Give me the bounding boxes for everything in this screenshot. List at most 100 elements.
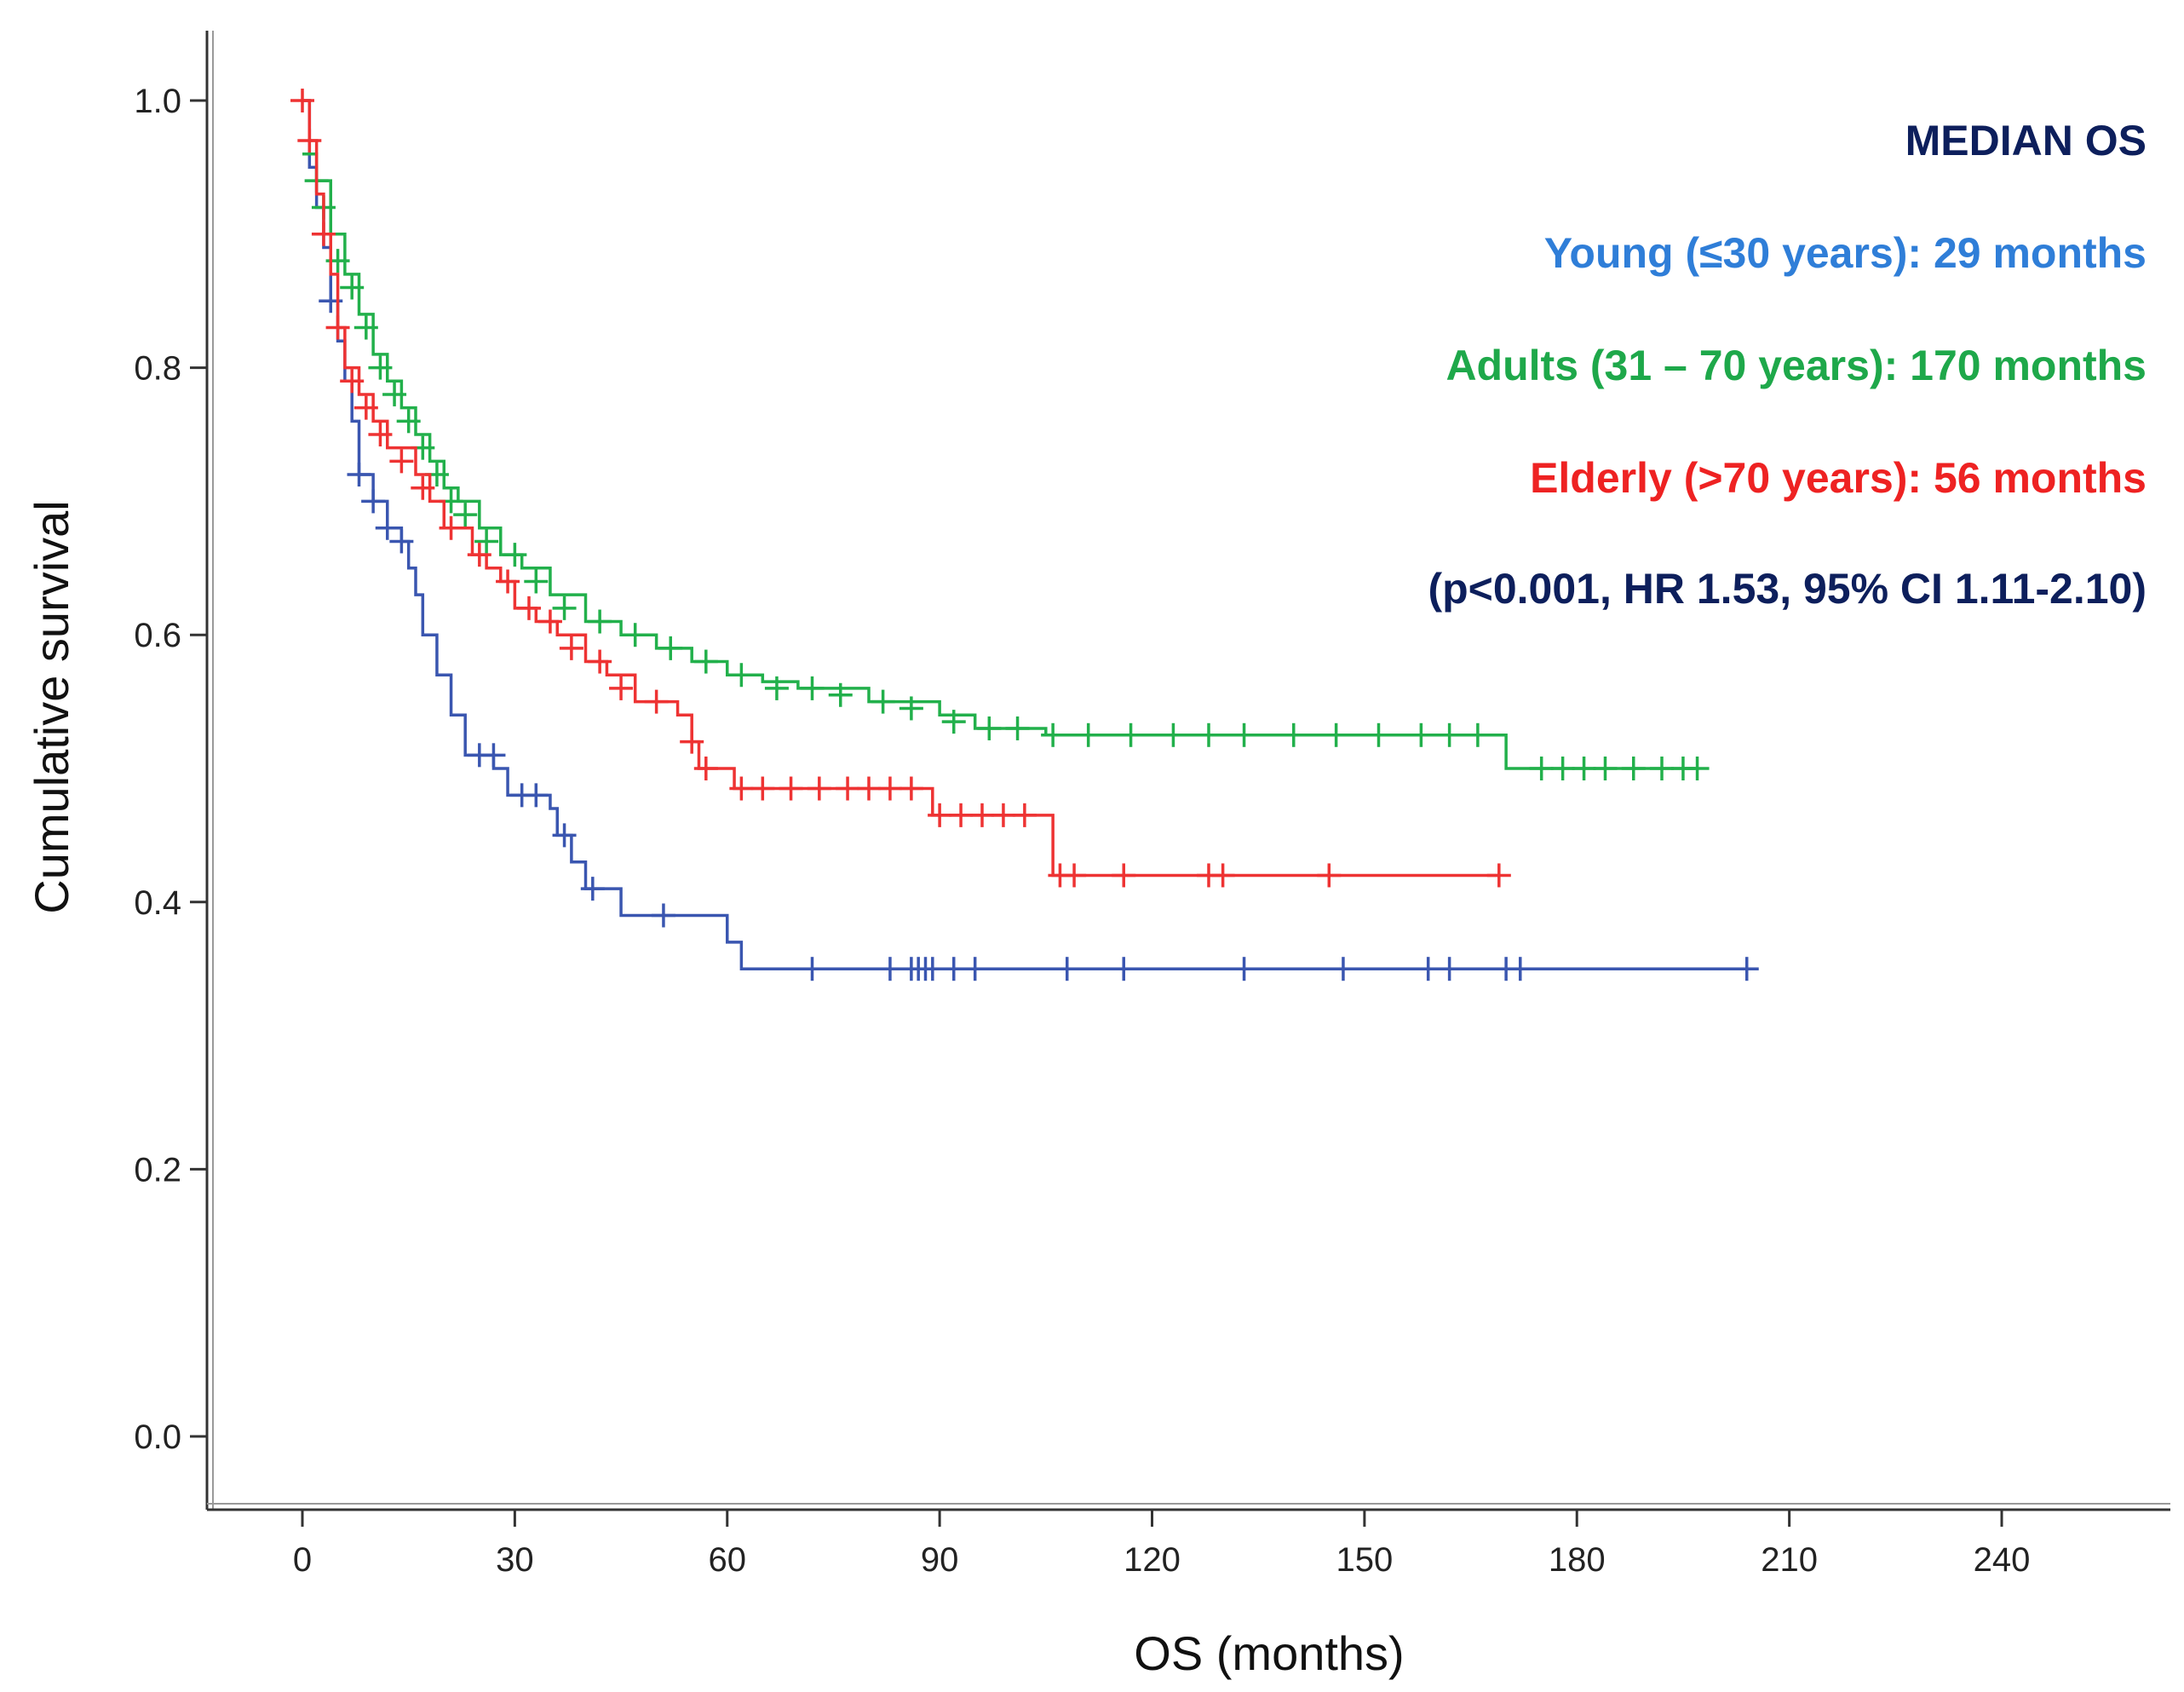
- censor-mark: [1161, 722, 1186, 747]
- censor-mark: [411, 475, 435, 500]
- censor-mark: [899, 776, 923, 801]
- censor-mark: [382, 382, 407, 406]
- x-tick-label: 30: [496, 1541, 534, 1579]
- series-layer: [290, 89, 1759, 981]
- censor-mark: [750, 776, 775, 801]
- censor-mark: [1550, 757, 1575, 780]
- censor-mark: [353, 395, 378, 420]
- censor-mark: [1062, 863, 1087, 888]
- censor-mark: [1112, 957, 1136, 981]
- censor-mark: [970, 803, 994, 827]
- censor-mark: [1529, 757, 1554, 780]
- y-tick-label: 0.0: [134, 1419, 181, 1456]
- censor-mark: [453, 503, 478, 527]
- censor-mark: [941, 710, 966, 734]
- censor-mark: [800, 676, 825, 700]
- censor-mark: [828, 682, 853, 707]
- censor-mark: [439, 515, 463, 540]
- x-tick-label: 120: [1124, 1541, 1181, 1579]
- censor-mark: [340, 369, 365, 394]
- censor-mark: [552, 596, 577, 620]
- censor-mark: [396, 409, 421, 434]
- censor-mark: [1572, 757, 1596, 780]
- censor-mark: [680, 729, 704, 754]
- censor-mark: [353, 315, 378, 340]
- censor-mark: [871, 689, 895, 714]
- x-tick-label: 0: [293, 1541, 312, 1579]
- censor-mark: [1324, 722, 1348, 747]
- censor-mark: [368, 355, 393, 380]
- censor-mark: [1416, 957, 1440, 981]
- censor-mark: [1331, 957, 1355, 981]
- y-tick-label: 0.4: [134, 884, 181, 922]
- x-axis-title: OS (months): [1134, 1626, 1404, 1680]
- censor-mark: [1650, 757, 1674, 780]
- censor-mark: [524, 783, 549, 808]
- censor-mark: [623, 623, 647, 647]
- censor-mark: [1734, 957, 1759, 981]
- censor-mark: [949, 803, 974, 827]
- censor-mark: [807, 776, 831, 801]
- censor-mark: [1409, 722, 1434, 747]
- censor-mark: [580, 877, 605, 901]
- annotation-adults: Adults (31 – 70 years): 170 months: [1445, 342, 2147, 389]
- censor-mark: [1005, 716, 1030, 740]
- annotation-elderly: Elderly (>70 years): 56 months: [1530, 454, 2147, 502]
- censor-mark: [1210, 863, 1235, 888]
- censor-mark: [977, 716, 1002, 740]
- censor-mark: [368, 423, 393, 446]
- x-tick-label: 90: [921, 1541, 959, 1579]
- x-tick-label: 240: [1974, 1541, 2031, 1579]
- censor-mark: [1012, 803, 1037, 827]
- censor-mark: [693, 649, 718, 674]
- censor-mark: [729, 663, 754, 688]
- censor-mark: [1197, 722, 1221, 747]
- annotation-young: Young (≤30 years): 29 months: [1544, 229, 2147, 277]
- censor-mark: [1437, 957, 1462, 981]
- censor-mark: [347, 463, 371, 487]
- censor-mark: [1076, 722, 1101, 747]
- censor-mark: [474, 529, 499, 554]
- censor-mark: [517, 596, 541, 620]
- censor-mark: [481, 743, 506, 768]
- censor-mark: [588, 649, 612, 674]
- censor-mark: [1366, 722, 1391, 747]
- censor-mark: [389, 529, 414, 554]
- censor-mark: [836, 776, 860, 801]
- survival-curve-2: [302, 99, 1499, 878]
- censor-mark: [375, 515, 399, 540]
- censor-mark: [1685, 757, 1710, 780]
- censor-mark: [1232, 957, 1256, 981]
- censor-mark: [503, 543, 527, 567]
- survival-curve-0: [302, 99, 1747, 970]
- censor-mark: [467, 543, 491, 567]
- annotation-statistics: (p<0.001, HR 1.53, 95% CI 1.11-2.10): [1428, 565, 2147, 613]
- censor-mark: [651, 903, 675, 928]
- censor-mark: [340, 275, 365, 300]
- axes-layer: 0.0 0.2 0.4 0.6 0.8 1.0 0 30 60 90 120 150 180 210 240: [134, 31, 2170, 1579]
- censor-mark: [609, 676, 634, 700]
- censor-mark: [658, 636, 683, 660]
- censor-mark: [1465, 722, 1490, 747]
- censor-mark: [941, 957, 966, 981]
- censor-mark: [537, 609, 562, 634]
- censor-mark: [1621, 757, 1646, 780]
- censor-mark: [311, 222, 336, 246]
- median-os-header: MEDIAN OS: [1905, 117, 2147, 164]
- x-tick-label: 150: [1336, 1541, 1394, 1579]
- censor-mark: [779, 776, 803, 801]
- censor-mark: [1486, 863, 1511, 888]
- censor-mark: [361, 489, 386, 514]
- censor-mark: [389, 449, 414, 474]
- censor-mark: [1508, 957, 1532, 981]
- y-tick-label: 0.8: [134, 350, 181, 388]
- censor-mark: [1593, 757, 1618, 780]
- censor-mark: [1055, 957, 1079, 981]
- censor-mark: [559, 636, 583, 660]
- censor-mark: [877, 957, 902, 981]
- x-tick-label: 210: [1761, 1541, 1818, 1579]
- x-tick-label: 60: [709, 1541, 747, 1579]
- censor-mark: [729, 776, 754, 801]
- censor-mark: [496, 569, 520, 594]
